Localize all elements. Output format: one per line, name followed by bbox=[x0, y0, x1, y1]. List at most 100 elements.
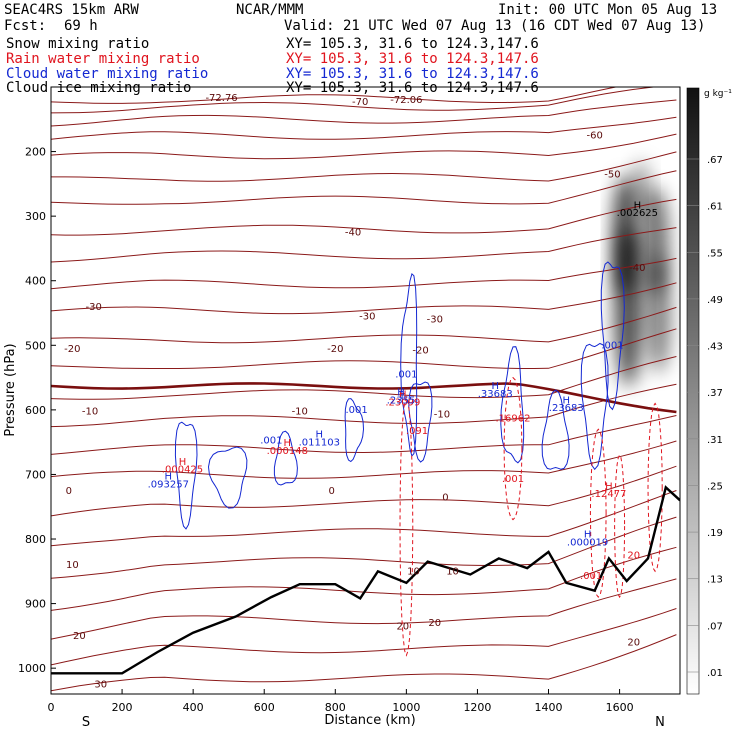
cloud_water-max-marker: H bbox=[563, 395, 571, 406]
cloud_water-value-label: .001 bbox=[395, 370, 417, 381]
snow-value-label: .002625 bbox=[617, 208, 658, 219]
rain_water-max-marker: H bbox=[179, 457, 187, 468]
temperature-isotherm bbox=[51, 608, 677, 666]
cloud-water-contours bbox=[174, 261, 625, 530]
cloud_water-max-marker: H bbox=[397, 388, 405, 399]
y-tick-label: 200 bbox=[25, 146, 46, 159]
cloud_water-max-marker: H bbox=[584, 530, 592, 541]
y-tick-label: 700 bbox=[25, 468, 46, 481]
cloud_water-value-label: .001 bbox=[601, 341, 623, 352]
cloud-water-contour bbox=[174, 421, 198, 530]
temperature-label: 20 bbox=[73, 631, 86, 642]
temperature-label: -30 bbox=[427, 315, 443, 326]
cloud_water-max-marker: H bbox=[316, 430, 324, 441]
snow-max-marker: H bbox=[634, 200, 642, 211]
x-tick-label: 1600 bbox=[606, 701, 634, 714]
rain_water-value-label: .001 bbox=[580, 571, 602, 582]
temperature-label: -50 bbox=[604, 169, 620, 180]
temperature-label: -10 bbox=[292, 406, 308, 417]
y-tick-label: 500 bbox=[25, 339, 46, 352]
terrain-line bbox=[51, 485, 680, 675]
axes: 0 200 400 600 800 1000 1200 1400 160020030040050… bbox=[18, 146, 634, 714]
temperature-label: 0 bbox=[66, 486, 72, 497]
temperature-label: 30 bbox=[94, 680, 107, 691]
temperature-isotherm bbox=[51, 257, 677, 290]
temperature-isotherm bbox=[51, 227, 677, 263]
colorbar bbox=[686, 87, 700, 695]
temperature-isotherm bbox=[51, 634, 677, 692]
temperature-isotherm bbox=[51, 170, 677, 205]
model-title: SEAC4RS 15km ARW bbox=[4, 2, 139, 18]
x-tick-label: 400 bbox=[183, 701, 204, 714]
field-snow-xy: XY= 105.3, 31.6 to 124.3,147.6 bbox=[286, 36, 539, 52]
x-tick-label: 0 bbox=[48, 701, 55, 714]
temperature-contours bbox=[51, 87, 677, 692]
field-snow-label: Snow mixing ratio bbox=[6, 36, 150, 52]
colorbar-tick-label: .55 bbox=[707, 248, 723, 259]
cloud_water-value-label: .011103 bbox=[299, 437, 340, 448]
rain_water-max-marker: H bbox=[284, 438, 292, 449]
temperature-label: -30 bbox=[85, 302, 101, 313]
colorbar-tick-label: .43 bbox=[707, 342, 723, 353]
temperature-isotherm bbox=[51, 383, 677, 428]
colorbar-tick-label: .31 bbox=[707, 435, 723, 446]
temperature-isotherm bbox=[51, 415, 677, 455]
temperature-label: -40 bbox=[345, 228, 361, 239]
temperature-label: 10 bbox=[407, 567, 420, 578]
cloud_water-value-label: .000019 bbox=[567, 537, 608, 548]
temperature-label: 0 bbox=[442, 492, 448, 503]
colorbar-tick-label: .25 bbox=[707, 481, 723, 492]
rain_water-max-marker: H bbox=[399, 390, 407, 401]
temperature-isotherm bbox=[51, 490, 677, 547]
temperature-label: 20 bbox=[627, 638, 640, 649]
temperature-label: -20 bbox=[412, 346, 428, 357]
organization: NCAR/MMM bbox=[236, 2, 304, 18]
cloud-water-contour bbox=[207, 446, 248, 509]
y-tick-label: 400 bbox=[25, 275, 46, 288]
temperature-label: -20 bbox=[327, 344, 343, 355]
temperature-isotherm bbox=[51, 328, 677, 369]
init-time: Init: 00 UTC Mon 05 Aug 13 bbox=[498, 2, 718, 18]
rain-water-contour bbox=[589, 428, 607, 598]
cloud_water-value-label: .23683 bbox=[549, 403, 584, 414]
field-rain-xy: XY= 105.3, 31.6 to 124.3,147.6 bbox=[286, 51, 539, 67]
cloud-water-contour bbox=[541, 389, 570, 470]
field-cloudwater-xy: XY= 105.3, 31.6 to 124.3,147.6 bbox=[286, 66, 539, 82]
temperature-label: -10 bbox=[434, 410, 450, 421]
temperature-isotherm bbox=[51, 578, 677, 640]
field-cloudice-xy: XY= 105.3, 31.6 to 124.3,147.6 bbox=[286, 80, 539, 96]
temperature-label: -70 bbox=[352, 97, 368, 108]
colorbar-tick-label: .13 bbox=[707, 575, 723, 586]
y-axis-label: Pressure (hPa) bbox=[3, 343, 18, 436]
rain-water-contour bbox=[647, 402, 663, 573]
x-axis-label: Distance (km) bbox=[324, 713, 415, 728]
temperature-label: 20 bbox=[396, 621, 409, 632]
south-label: S bbox=[82, 715, 90, 730]
forecast-label: Fcst: bbox=[4, 18, 47, 34]
cloud_water-value-label: .001 bbox=[345, 405, 367, 416]
terrain-profile bbox=[51, 485, 680, 675]
contour-labels: -72.76 -72.06 -70 -60 -50 -40 -40 -30 -30 -30 -20 -… bbox=[64, 93, 658, 690]
temperature-isotherm bbox=[51, 282, 677, 315]
temperature-label: 0 bbox=[329, 486, 335, 497]
temperature-label: -30 bbox=[359, 311, 375, 322]
cloud_water-value-label: .2355 bbox=[387, 395, 416, 406]
temperature-label: -20 bbox=[64, 344, 80, 355]
rain-water-contour bbox=[614, 454, 626, 599]
x-tick-label: 600 bbox=[254, 701, 275, 714]
field-cloudice-label: Cloud ice mixing ratio bbox=[6, 80, 192, 96]
temperature-isotherm bbox=[51, 151, 677, 182]
temperature-label: -60 bbox=[587, 131, 603, 142]
cloud_water-value-label: .093257 bbox=[148, 479, 189, 490]
colorbar-tick-label: .07 bbox=[707, 621, 723, 632]
temperature-isotherm bbox=[51, 198, 677, 236]
y-tick-label: 1000 bbox=[18, 662, 46, 675]
cloud-water-contour bbox=[400, 272, 418, 457]
temperature-label: -10 bbox=[82, 406, 98, 417]
rain_water-value-label: .12477 bbox=[591, 489, 626, 500]
cloud_water-max-marker: H bbox=[165, 472, 173, 483]
colorbar-tick-label: .67 bbox=[707, 155, 723, 166]
cloud-water-contour bbox=[500, 346, 525, 464]
colorbar-tick-label: .61 bbox=[707, 202, 723, 213]
